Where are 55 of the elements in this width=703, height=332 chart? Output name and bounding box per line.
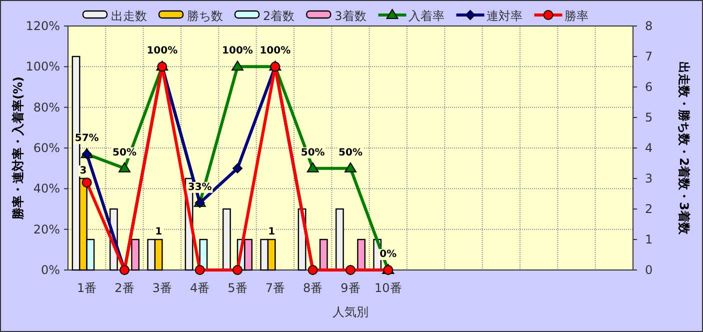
- y2-tick-label: 8: [645, 19, 653, 33]
- y2-tick-label: 3: [645, 172, 653, 186]
- point: [118, 162, 130, 172]
- y-tick-label: 120%: [26, 19, 60, 33]
- y-tick-label: 60%: [33, 141, 60, 155]
- x-tick-label: 8番: [303, 281, 323, 295]
- data-label: 1: [155, 226, 162, 238]
- data-label: 1: [268, 226, 276, 238]
- data-label: 50%: [112, 147, 136, 158]
- point: [232, 60, 244, 71]
- y2-tick-label: 0: [645, 263, 653, 277]
- x-tick-label: 9番: [340, 281, 360, 295]
- legend-label: 勝ち数: [187, 9, 223, 23]
- x-tick-label: 3番: [152, 281, 172, 295]
- y2-axis-title: 出走数・勝ち数・2着数・3着数: [677, 62, 691, 236]
- y-tick-label: 100%: [26, 60, 60, 74]
- y2-tick-label: 4: [645, 141, 653, 155]
- y2-tick-label: 7: [645, 50, 653, 64]
- x-axis-title: 人気別: [332, 305, 368, 319]
- point: [82, 178, 92, 188]
- legend-label: 勝率: [564, 9, 588, 23]
- data-label: 100%: [260, 46, 291, 57]
- data-label: 50%: [338, 147, 362, 158]
- data-label: 50%: [300, 147, 325, 158]
- x-tick-label: 7番: [265, 281, 285, 295]
- point: [306, 162, 319, 172]
- point: [232, 265, 242, 275]
- x-tick-label: 2番: [114, 281, 134, 295]
- legend-label: 出走数: [111, 9, 147, 23]
- data-label: 100%: [146, 46, 178, 57]
- point: [232, 163, 242, 174]
- data-label: 100%: [222, 46, 253, 57]
- data-label: 3: [80, 166, 87, 176]
- y2-tick-label: 1: [645, 232, 653, 246]
- legend-label: 入着率: [408, 9, 444, 23]
- y-axis-title: 勝率・連対率・入着率(%): [11, 76, 25, 220]
- y2-tick-label: 6: [645, 80, 653, 94]
- y-tick-label: 20%: [33, 222, 60, 236]
- point: [194, 265, 205, 275]
- x-tick-label: 10番: [374, 281, 402, 295]
- y2-tick-label: 2: [645, 202, 653, 216]
- x-tick-label: 1番: [77, 281, 97, 295]
- x-tick-label: 4番: [190, 281, 210, 295]
- data-label: 0%: [380, 249, 397, 260]
- y-tick-label: 0%: [40, 263, 60, 277]
- y-tick-label: 40%: [33, 182, 60, 196]
- legend-label: 2着数: [263, 9, 295, 23]
- y2-tick-label: 5: [645, 110, 653, 124]
- y-tick-label: 80%: [33, 100, 60, 114]
- x-tick-label: 5番: [228, 281, 248, 295]
- data-label: 57%: [74, 133, 99, 144]
- legend-label: 3着数: [334, 9, 366, 23]
- point: [344, 162, 356, 172]
- data-label: 33%: [188, 182, 212, 193]
- legend-label: 連対率: [486, 9, 522, 23]
